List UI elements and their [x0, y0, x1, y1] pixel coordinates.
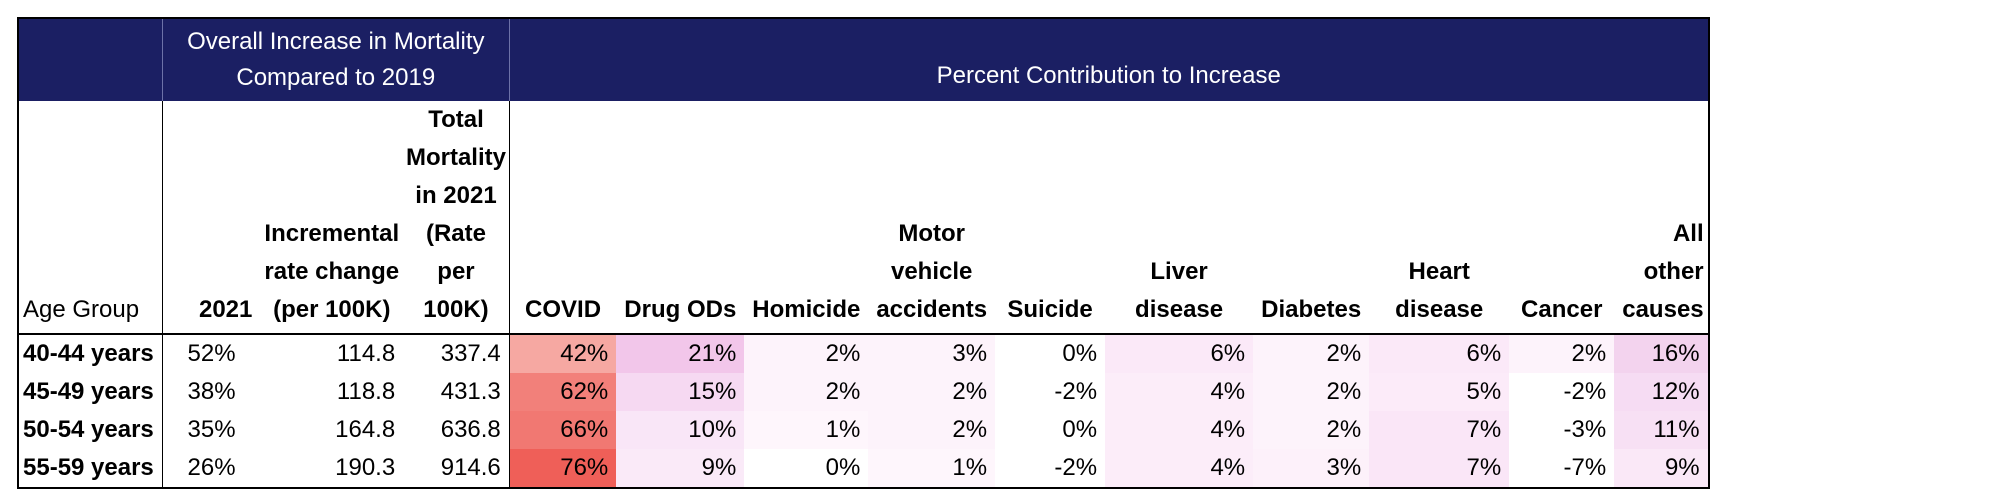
suicide-cell: 0% — [995, 334, 1106, 373]
band-blank-2 — [16, 60, 163, 101]
col-drug-ods: Drug ODs — [616, 101, 745, 335]
diabetes-cell: 2% — [1253, 411, 1370, 449]
all-other-cell: 12% — [1614, 373, 1710, 411]
diabetes-cell: 3% — [1253, 449, 1370, 489]
drug-ods-cell: 21% — [616, 334, 745, 373]
header-band-row-1: Overall Increase in Mortality Compared t… — [16, 17, 1710, 101]
diabetes-cell: 2% — [1253, 373, 1370, 411]
covid-cell: 62% — [508, 373, 617, 411]
mortality-table: Overall Increase in Mortality Compared t… — [16, 17, 1710, 489]
all-other-cell: 9% — [1614, 449, 1710, 489]
total-mortality-cell: 431.3 — [440, 378, 501, 405]
col-2021: 2021 — [161, 101, 261, 335]
col-liver-disease: Liver disease — [1105, 101, 1254, 335]
table-row: 55-59 years 26% 190.3 914.6 76% 9% 0% 1%… — [16, 449, 1710, 489]
motor-vehicle-cell: 2% — [868, 373, 996, 411]
liver-disease-cell: 4% — [1105, 373, 1254, 411]
cancer-cell: -2% — [1509, 373, 1615, 411]
age-group-cell: 55-59 years — [16, 449, 163, 489]
col-motor-vehicle: Motor vehicle accidents — [868, 101, 996, 335]
table-row: 50-54 years 35% 164.8 636.8 66% 10% 1% 2… — [16, 411, 1710, 449]
cancer-cell: -3% — [1509, 411, 1615, 449]
pct-2021-cell: 26% — [161, 449, 261, 489]
overall-increase-title: Overall Increase in Mortality Compared t… — [161, 17, 510, 101]
column-header-row: Age Group 2021 Incremental rate change (… — [16, 101, 1710, 335]
covid-cell: 76% — [508, 449, 617, 489]
incremental-cell: 164.8 — [335, 416, 396, 443]
col-diabetes: Diabetes — [1253, 101, 1370, 335]
heart-disease-cell: 7% — [1369, 449, 1510, 489]
incremental-cell: 190.3 — [260, 449, 404, 489]
homicide-cell: 0% — [744, 449, 869, 489]
band-blank — [16, 17, 163, 60]
col-homicide: Homicide — [744, 101, 869, 335]
drug-ods-cell: 15% — [616, 373, 745, 411]
mortality-table-container: Overall Increase in Mortality Compared t… — [16, 17, 1710, 489]
diabetes-cell: 2% — [1253, 334, 1370, 373]
col-covid: COVID — [508, 101, 617, 335]
all-other-cell: 11% — [1614, 411, 1710, 449]
liver-disease-cell: 4% — [1105, 411, 1254, 449]
age-group-cell: 40-44 years — [16, 334, 163, 373]
total-mortality-cell: 636.8 — [440, 416, 501, 443]
age-group-cell: 45-49 years — [16, 373, 163, 411]
all-other-cell: 16% — [1614, 334, 1710, 373]
heart-disease-cell: 6% — [1369, 334, 1510, 373]
col-heart-disease: Heart disease — [1369, 101, 1510, 335]
table-row: 45-49 years 38% 118.8 431.3 62% 15% 2% 2… — [16, 373, 1710, 411]
pct-2021-cell: 52% — [161, 334, 261, 373]
heart-disease-cell: 7% — [1369, 411, 1510, 449]
pct-2021-cell: 35% — [161, 411, 261, 449]
age-group-cell: 50-54 years — [16, 411, 163, 449]
homicide-cell: 2% — [744, 334, 869, 373]
table-row: 40-44 years 52% 114.8 337.4 42% 21% 2% 3… — [16, 334, 1710, 373]
liver-disease-cell: 4% — [1105, 449, 1254, 489]
col-age-group: Age Group — [16, 101, 163, 335]
cancer-cell: -7% — [1509, 449, 1615, 489]
col-all-other: All other causes — [1614, 101, 1710, 335]
incremental-cell: 114.8 — [336, 340, 396, 367]
pct-2021-cell: 38% — [161, 373, 261, 411]
col-suicide: Suicide — [995, 101, 1106, 335]
total-mortality-cell: 337.4 — [440, 340, 501, 367]
drug-ods-cell: 10% — [616, 411, 745, 449]
incremental-cell: 118.8 — [336, 378, 396, 405]
overall-increase-title-text: Overall Increase in Mortality Compared t… — [187, 28, 485, 91]
covid-cell: 66% — [508, 411, 617, 449]
motor-vehicle-cell: 1% — [868, 449, 996, 489]
col-total-mortality: Total Mortality in 2021 (Rate per 100K) — [403, 101, 510, 335]
cancer-cell: 2% — [1509, 334, 1615, 373]
motor-vehicle-cell: 3% — [868, 334, 996, 373]
drug-ods-cell: 9% — [616, 449, 745, 489]
percent-contribution-title-text: Percent Contribution to Increase — [936, 62, 1281, 89]
total-mortality-cell: 914.6 — [403, 449, 510, 489]
suicide-cell: -2% — [995, 373, 1106, 411]
covid-cell: 42% — [508, 334, 617, 373]
homicide-cell: 1% — [744, 411, 869, 449]
col-incremental: Incremental rate change (per 100K) — [260, 101, 404, 335]
liver-disease-cell: 6% — [1105, 334, 1254, 373]
col-cancer: Cancer — [1509, 101, 1615, 335]
header-band-row-2 — [16, 60, 1709, 101]
suicide-cell: 0% — [995, 411, 1106, 449]
percent-contribution-title: Percent Contribution to Increase — [508, 17, 1710, 101]
heart-disease-cell: 5% — [1369, 373, 1510, 411]
suicide-cell: -2% — [995, 449, 1106, 489]
motor-vehicle-cell: 2% — [868, 411, 996, 449]
homicide-cell: 2% — [744, 373, 869, 411]
